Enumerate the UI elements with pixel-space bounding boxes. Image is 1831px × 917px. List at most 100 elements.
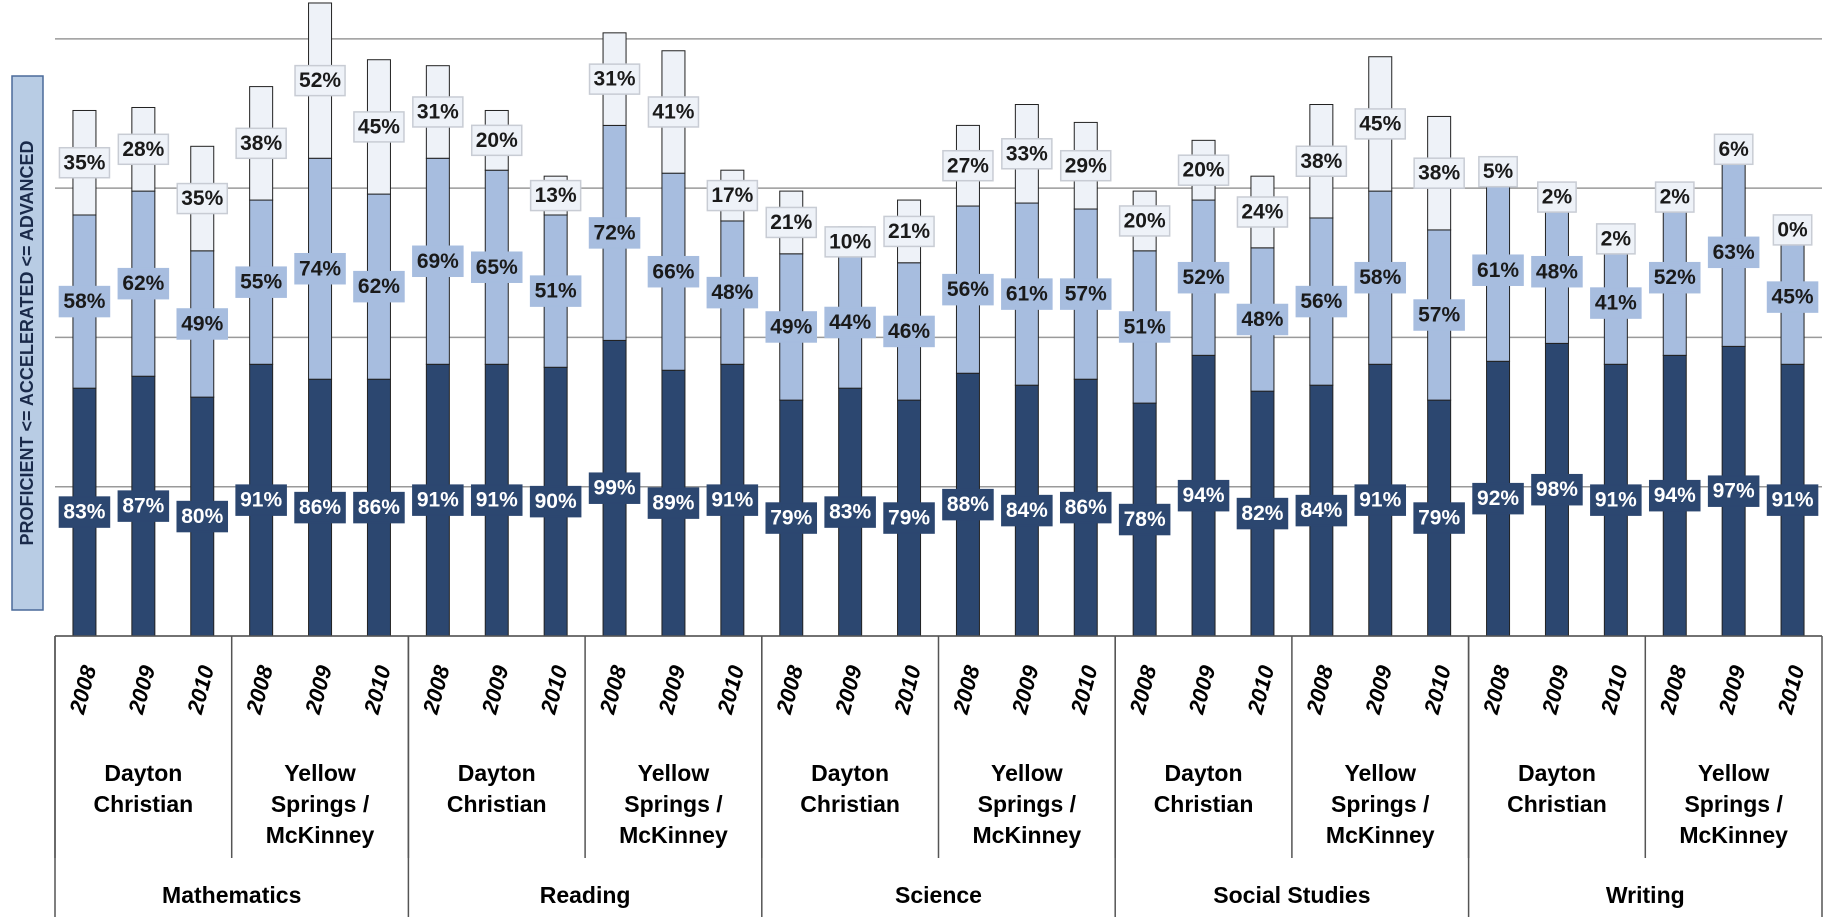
data-label: 48% xyxy=(1536,260,1578,283)
data-label: 72% xyxy=(594,221,636,244)
data-label: 45% xyxy=(358,115,400,138)
data-label: 97% xyxy=(1713,480,1755,503)
x-tick-label: 2009 xyxy=(476,662,513,717)
x-tick-label: 2008 xyxy=(418,662,455,717)
data-label-box xyxy=(942,488,994,521)
x-tick-label: 2008 xyxy=(948,662,985,717)
data-label: 51% xyxy=(535,280,577,303)
data-label-box xyxy=(529,485,582,518)
data-label: 79% xyxy=(770,507,812,530)
data-label-box xyxy=(1590,287,1642,319)
data-label-box xyxy=(1590,484,1642,516)
data-label-box xyxy=(353,111,405,143)
data-label: 17% xyxy=(711,184,753,207)
data-label-box xyxy=(1177,154,1230,186)
data-label: 58% xyxy=(1359,266,1401,289)
data-label-box xyxy=(176,500,229,533)
x-tick-label: 2010 xyxy=(182,662,219,717)
x-tick-label: 2008 xyxy=(1654,662,1691,717)
data-label-box xyxy=(294,491,346,524)
data-label-box xyxy=(765,502,818,534)
group-label: Yellow Springs / McKinney xyxy=(1325,760,1435,848)
data-label: 87% xyxy=(122,495,164,518)
data-label: 20% xyxy=(476,129,518,152)
data-label-box xyxy=(1354,484,1407,516)
data-label: 88% xyxy=(947,493,989,516)
subject-label: Science xyxy=(895,882,982,908)
data-label: 91% xyxy=(417,489,459,512)
data-label: 10% xyxy=(829,230,871,253)
data-label-box xyxy=(706,276,759,309)
group-label: Yellow Springs / McKinney xyxy=(619,760,728,848)
data-label-box xyxy=(1413,299,1465,331)
data-label: 52% xyxy=(1183,266,1225,289)
data-label-box xyxy=(1354,108,1407,140)
group-label: Dayton Christian xyxy=(800,760,900,817)
data-label: 38% xyxy=(1300,150,1342,173)
group-label: Yellow Springs / McKinney xyxy=(265,760,375,848)
data-label-box xyxy=(470,484,523,516)
data-label: 41% xyxy=(1595,292,1637,315)
data-label-box xyxy=(353,270,405,303)
y-axis-label: PROFICIENT <= ACCELERATED <= ADVANCED xyxy=(17,140,37,545)
data-label: 27% xyxy=(947,154,989,177)
data-label-box xyxy=(58,496,111,528)
data-label: 52% xyxy=(299,69,341,92)
data-label-box xyxy=(1295,285,1348,318)
data-label-box xyxy=(1648,479,1701,512)
data-label: 56% xyxy=(947,278,989,301)
data-label-box xyxy=(1236,303,1289,336)
x-tick-label: 2008 xyxy=(1301,662,1338,717)
data-label-box xyxy=(588,63,641,95)
x-tick-label: 2009 xyxy=(123,662,160,717)
data-label: 79% xyxy=(1418,507,1460,530)
data-label: 61% xyxy=(1006,283,1048,306)
data-label: 13% xyxy=(535,184,577,207)
data-label-box xyxy=(235,484,287,516)
data-label-box xyxy=(294,64,346,97)
data-label-box xyxy=(1001,494,1053,527)
data-label-box xyxy=(58,146,111,179)
data-label-box xyxy=(1413,157,1465,189)
data-label: 48% xyxy=(711,281,753,304)
data-label-box xyxy=(1118,205,1171,237)
data-label-box xyxy=(824,226,876,258)
data-label: 94% xyxy=(1654,484,1696,507)
data-label: 82% xyxy=(1241,502,1283,525)
group-label: Yellow Springs / McKinney xyxy=(972,760,1082,848)
x-tick-label: 2008 xyxy=(64,662,101,717)
x-tick-label: 2009 xyxy=(653,662,690,717)
data-label: 29% xyxy=(1065,154,1107,177)
group-label: Dayton Christian xyxy=(93,760,194,817)
data-label-box xyxy=(117,267,170,300)
x-tick-label: 2009 xyxy=(1360,662,1397,717)
x-tick-label: 2009 xyxy=(1007,662,1044,717)
data-label: 48% xyxy=(1241,308,1283,331)
data-label: 86% xyxy=(299,496,341,519)
data-label: 45% xyxy=(1359,112,1401,135)
x-tick-label: 2009 xyxy=(1713,662,1750,717)
data-label: 66% xyxy=(652,260,694,283)
data-label: 84% xyxy=(1006,499,1048,522)
data-label: 35% xyxy=(181,187,223,210)
data-label-box xyxy=(883,315,935,348)
data-label: 44% xyxy=(829,311,871,334)
data-label-box xyxy=(1236,196,1289,228)
data-label-box xyxy=(824,496,876,528)
data-label-box xyxy=(412,484,464,516)
data-label-box xyxy=(647,487,700,519)
data-label-box xyxy=(529,275,582,307)
data-label-box xyxy=(824,306,876,339)
data-label-box xyxy=(294,252,346,285)
data-label: 91% xyxy=(240,489,282,512)
data-label-box xyxy=(1531,473,1583,506)
data-label-box xyxy=(765,311,818,343)
data-label: 21% xyxy=(888,220,930,243)
data-label: 91% xyxy=(476,489,518,512)
data-label-box xyxy=(117,133,170,166)
data-label-box xyxy=(1537,181,1577,213)
data-label-box xyxy=(1713,133,1754,166)
data-label: 91% xyxy=(1359,489,1401,512)
data-label: 69% xyxy=(417,250,459,273)
data-label: 56% xyxy=(1300,290,1342,313)
